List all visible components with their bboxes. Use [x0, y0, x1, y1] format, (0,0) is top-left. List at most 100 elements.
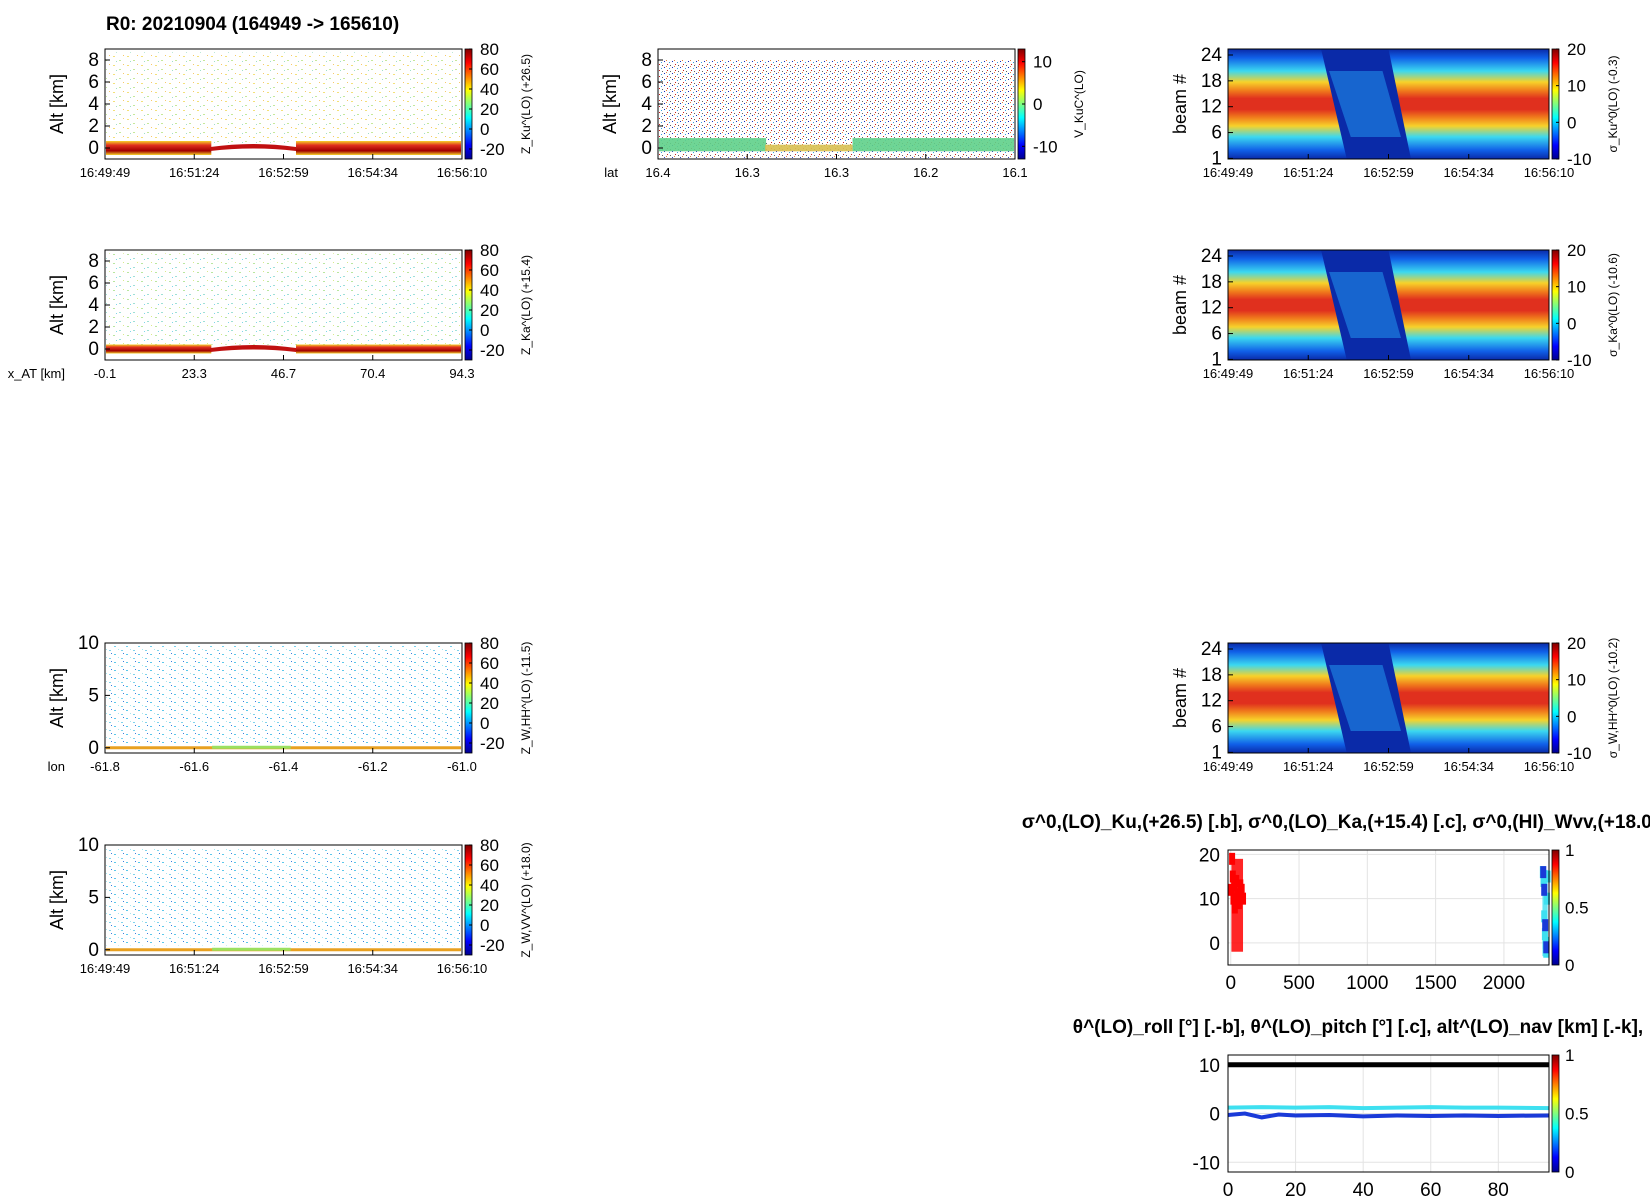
surface-echo	[295, 141, 461, 155]
x-tick-label: 16:49:49	[1203, 759, 1254, 774]
y-tick-label: 0	[88, 940, 99, 961]
colorbar	[1551, 849, 1560, 966]
y-tick-label: 12	[1201, 691, 1222, 712]
colorbar-label: σ_Ka^0(LO) (-10.6)	[1606, 253, 1620, 357]
y-tick-label: 2	[641, 116, 652, 137]
y-axis-label: beam #	[1170, 668, 1190, 728]
echo-noise	[106, 646, 461, 744]
y-tick-label: 0	[88, 339, 99, 360]
land-transition-core	[1329, 71, 1401, 137]
colorbar-tick-label: -20	[480, 734, 505, 753]
beam-image	[1228, 643, 1549, 753]
x-tick-label: 16:51:24	[1283, 366, 1334, 381]
y-tick-label: 10	[78, 633, 99, 654]
x-tick-label: 16:52:59	[1363, 759, 1414, 774]
x-tick-label: -61.4	[269, 759, 299, 774]
chart-ska: 24 18 12 6 116:49:49 16:51:24 16:52:59 16:54:34…	[1170, 241, 1620, 381]
colorbar-tick-label: -20	[480, 341, 505, 360]
y-axis-label: Alt [km]	[47, 668, 67, 728]
colorbar-tick-label: 60	[480, 261, 499, 280]
colorbar-tick-label: 0	[1567, 314, 1576, 333]
x-tick-label: 16:54:34	[347, 961, 398, 976]
colorbar-tick-label: 0	[1565, 1163, 1574, 1182]
y-tick-label: 10	[78, 835, 99, 856]
y-tick-label: 0	[1209, 1105, 1220, 1126]
y-tick-label: 2	[88, 317, 99, 338]
colorbar-tick-label: 0	[1033, 95, 1042, 114]
surface-echo	[106, 344, 212, 354]
surface-echo-weak	[212, 745, 291, 749]
colorbar-tick-label: 20	[480, 694, 499, 713]
colorbar-label: σ_Ku^0(LO) (-0.3)	[1606, 55, 1620, 152]
x-tick-label: 1500	[1414, 973, 1456, 994]
land-transition-core	[1329, 665, 1401, 731]
y-tick-label: 2	[88, 116, 99, 137]
x-tick-label: -61.0	[447, 759, 477, 774]
echo-noise	[106, 52, 461, 144]
y-tick-label: 8	[88, 251, 99, 272]
x-tick-label: -61.2	[358, 759, 388, 774]
colorbar-tick-label: 20	[1567, 241, 1586, 260]
surface-velocity-land	[765, 144, 853, 152]
x-tick-label: 46.7	[271, 366, 296, 381]
colorbar-tick-label: 0.5	[1565, 1105, 1589, 1124]
colorbar	[1551, 48, 1560, 160]
y-tick-label: 6	[1211, 324, 1222, 345]
colorbar-tick-label: 0.5	[1565, 899, 1589, 918]
colorbar-tick-label: 40	[480, 281, 499, 300]
y-tick-label: 18	[1201, 272, 1222, 293]
y-tick-label: 0	[641, 138, 652, 159]
x-tick-label: 80	[1488, 1180, 1509, 1200]
colorbar-tick-label: 80	[480, 634, 499, 653]
colorbar-tick-label: 80	[480, 40, 499, 59]
x-tick-label: 16:51:24	[169, 961, 220, 976]
y-tick-label: 0	[88, 738, 99, 759]
y-tick-label: 20	[1199, 845, 1220, 866]
y-tick-label: 10	[1199, 890, 1220, 911]
colorbar-tick-label: 20	[480, 896, 499, 915]
x-tick-label: 2000	[1483, 973, 1525, 994]
y-tick-label: 6	[1211, 123, 1222, 144]
y-tick-label: 0	[88, 138, 99, 159]
x-tick-label: 500	[1283, 973, 1315, 994]
colorbar-tick-label: 10	[1567, 77, 1586, 96]
x-tick-label: 16:52:59	[1363, 366, 1414, 381]
colorbar	[464, 48, 473, 160]
surface-echo	[295, 344, 461, 354]
colorbar-tick-label: 0	[480, 321, 489, 340]
colorbar-label: Z_W,HH^(LO) (-11.5)	[519, 642, 533, 755]
y-tick-label: 0	[1209, 934, 1220, 955]
colorbar-tick-label: 20	[480, 301, 499, 320]
x-axis-name: lat	[604, 165, 618, 180]
point-blue	[1541, 883, 1548, 896]
y-tick-label: 4	[88, 94, 99, 115]
y-tick-label: -10	[1193, 1153, 1220, 1174]
colorbar-tick-label: 0	[1567, 707, 1576, 726]
x-tick-label: 0	[1225, 973, 1236, 994]
x-tick-label: 16:52:59	[258, 165, 309, 180]
chart-title: θ^(LO)_roll [°] [.-b], θ^(LO)_pitch [°] …	[1073, 1017, 1643, 1038]
y-tick-label: 1	[1211, 742, 1222, 763]
colorbar-tick-label: 0	[1565, 956, 1574, 975]
point-blue	[1540, 866, 1547, 879]
chart-title: σ^0,(LO)_Ku,(+26.5) [.b], σ^0,(LO)_Ka,(+…	[1022, 812, 1650, 833]
x-tick-label: 16:56:10	[1524, 366, 1575, 381]
series-cyan	[1227, 1105, 1550, 1111]
point-cluster-cyan	[1542, 869, 1548, 957]
x-tick-label: -61.8	[90, 759, 120, 774]
colorbar-tick-label: -10	[1567, 150, 1592, 169]
y-axis-label: Alt [km]	[600, 74, 620, 134]
chart-swhh: 24 18 12 6 116:49:49 16:51:24 16:52:59 16:54:34…	[1170, 634, 1620, 774]
colorbar-tick-label: 40	[480, 674, 499, 693]
colorbar-tick-label: 10	[1033, 53, 1052, 72]
colorbar-tick-label: 60	[480, 60, 499, 79]
colorbar	[464, 844, 473, 956]
y-tick-label: 18	[1201, 665, 1222, 686]
series-blue	[1227, 1111, 1550, 1120]
y-tick-label: 1	[1211, 349, 1222, 370]
